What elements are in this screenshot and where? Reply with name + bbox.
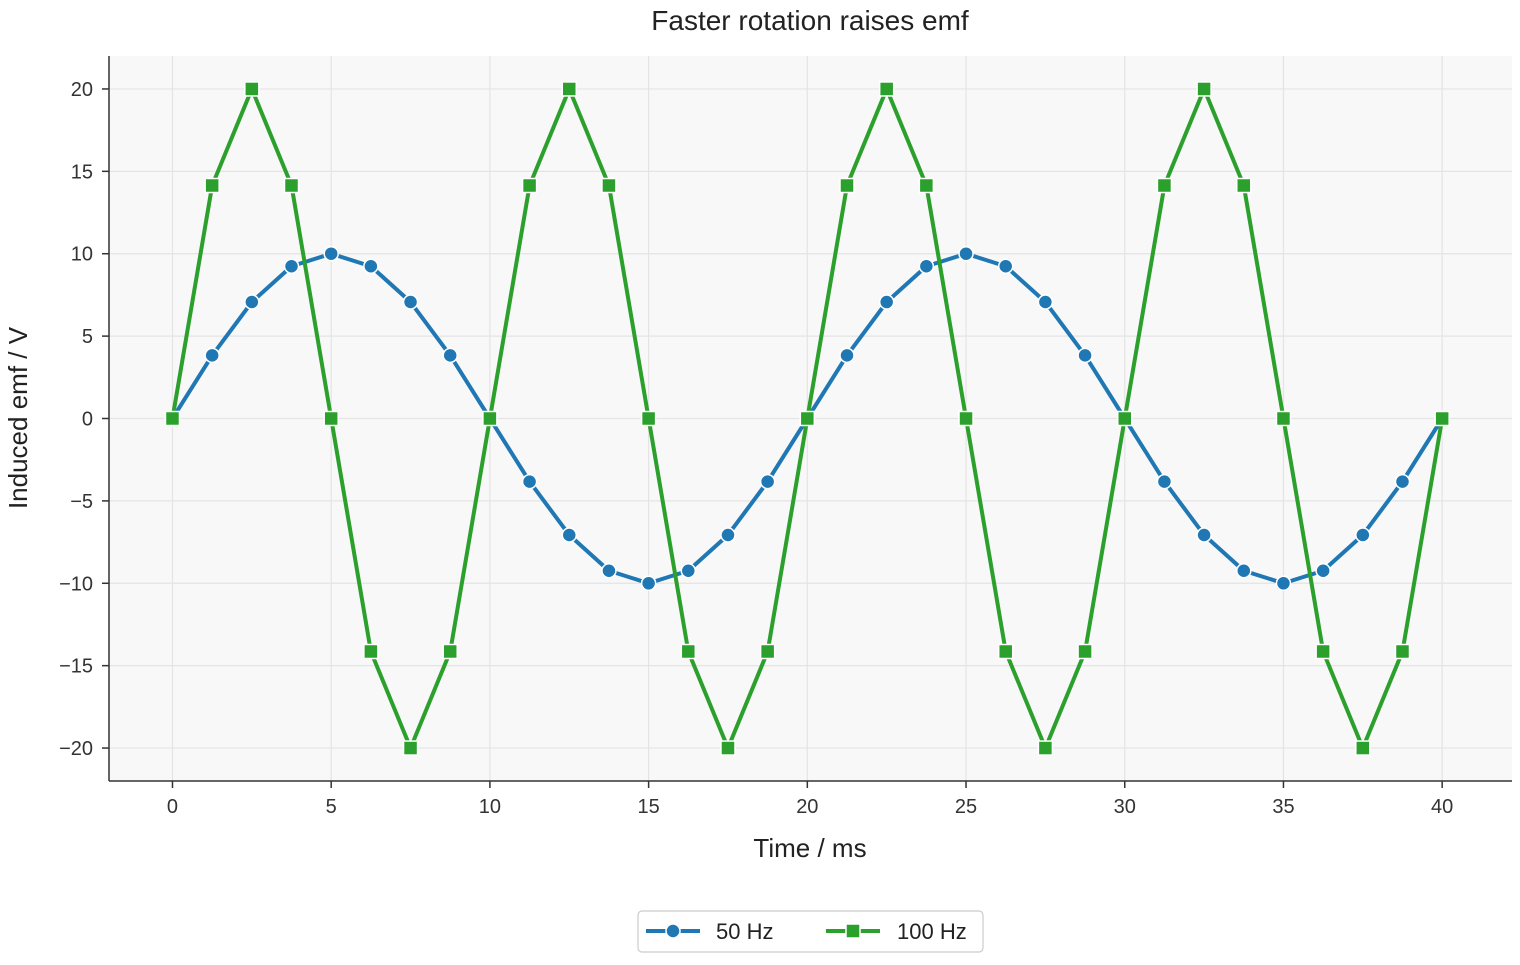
data-point-50hz <box>363 258 379 274</box>
y-tick-label: −15 <box>59 656 93 678</box>
y-tick-label: −10 <box>59 573 93 595</box>
data-point-100hz <box>1394 643 1411 660</box>
data-point-50hz <box>442 347 458 364</box>
x-axis-title: Time / ms <box>753 833 866 863</box>
legend-marker-50hz <box>665 923 681 939</box>
y-tick-label: 5 <box>82 326 93 348</box>
data-point-100hz <box>482 410 498 427</box>
data-point-100hz <box>283 177 300 194</box>
series-100hz <box>164 81 1450 756</box>
x-tick-label: 15 <box>637 796 659 818</box>
data-point-100hz <box>402 740 419 756</box>
data-point-50hz <box>1196 527 1212 543</box>
data-point-50hz <box>402 294 419 310</box>
data-point-50hz <box>759 473 776 490</box>
x-tick-label: 20 <box>796 796 818 818</box>
data-point-50hz <box>601 563 617 579</box>
data-point-100hz <box>720 740 736 756</box>
data-point-100hz <box>1434 410 1450 427</box>
legend-label-100hz: 100 Hz <box>897 919 967 944</box>
data-point-50hz <box>1355 527 1371 543</box>
data-point-100hz <box>363 643 379 660</box>
data-point-50hz <box>1156 473 1173 490</box>
data-point-50hz <box>680 563 697 579</box>
data-point-50hz <box>244 294 260 310</box>
y-tick-label: 20 <box>71 79 93 101</box>
data-point-100hz <box>1275 410 1292 427</box>
legend-label-50hz: 50 Hz <box>716 919 773 944</box>
data-point-100hz <box>521 177 538 194</box>
data-point-100hz <box>878 81 895 97</box>
x-tick-label: 0 <box>167 796 178 818</box>
chart-title: Faster rotation raises emf <box>651 5 969 36</box>
data-point-100hz <box>759 643 776 660</box>
data-point-100hz <box>997 643 1014 660</box>
y-tick-label: −20 <box>59 738 93 760</box>
data-point-50hz <box>1394 473 1411 490</box>
data-point-50hz <box>1037 294 1054 310</box>
data-point-100hz <box>640 410 657 427</box>
data-point-50hz <box>561 527 578 543</box>
data-point-100hz <box>244 81 260 97</box>
y-tick-label: 10 <box>71 244 93 266</box>
data-point-50hz <box>521 473 538 490</box>
data-point-50hz <box>640 575 657 592</box>
legend-frame <box>637 910 984 953</box>
data-point-100hz <box>1315 643 1331 660</box>
data-point-100hz <box>561 81 578 97</box>
y-tick-label: −5 <box>70 491 93 513</box>
data-point-100hz <box>1116 410 1133 427</box>
data-point-100hz <box>839 177 855 194</box>
data-point-100hz <box>601 177 617 194</box>
data-point-100hz <box>204 177 220 194</box>
data-point-50hz <box>1275 575 1292 592</box>
x-tick-label: 5 <box>326 796 337 818</box>
data-point-50hz <box>204 347 220 364</box>
legend: 50 Hz 100 Hz <box>637 910 984 953</box>
data-point-100hz <box>958 410 974 427</box>
data-point-50hz <box>918 258 935 274</box>
data-point-50hz <box>839 347 855 364</box>
data-point-100hz <box>1037 740 1054 756</box>
series-group <box>164 81 1450 756</box>
data-point-100hz <box>680 643 697 660</box>
data-point-100hz <box>1077 643 1093 660</box>
x-tick-label: 25 <box>955 796 977 818</box>
data-point-100hz <box>442 643 458 660</box>
data-point-50hz <box>997 258 1014 274</box>
x-tick-label: 30 <box>1114 796 1136 818</box>
data-point-100hz <box>1196 81 1212 97</box>
x-tick-label: 40 <box>1431 796 1453 818</box>
data-point-100hz <box>323 410 339 427</box>
y-axis-title: Induced emf / V <box>3 326 33 509</box>
y-tick-label: 15 <box>71 161 93 183</box>
data-point-50hz <box>878 294 895 310</box>
ticks: 0 5 10 15 20 25 30 35 40 20 15 10 5 0 −5 −10 −15 −20 <box>59 79 1453 818</box>
data-point-100hz <box>918 177 935 194</box>
data-point-50hz <box>1315 563 1331 579</box>
y-tick-label: 0 <box>82 409 93 431</box>
x-tick-label: 35 <box>1272 796 1294 818</box>
data-point-50hz <box>283 258 300 274</box>
data-point-50hz <box>958 245 974 262</box>
data-point-100hz <box>1236 177 1252 194</box>
legend-marker-100hz <box>845 923 861 939</box>
data-point-50hz <box>323 245 339 262</box>
data-point-100hz <box>1355 740 1371 756</box>
data-point-50hz <box>720 527 736 543</box>
data-point-100hz <box>164 410 181 427</box>
data-point-50hz <box>1077 347 1093 364</box>
data-point-100hz <box>1156 177 1173 194</box>
x-tick-label: 10 <box>479 796 501 818</box>
data-point-50hz <box>1236 563 1252 579</box>
data-point-100hz <box>799 410 816 427</box>
